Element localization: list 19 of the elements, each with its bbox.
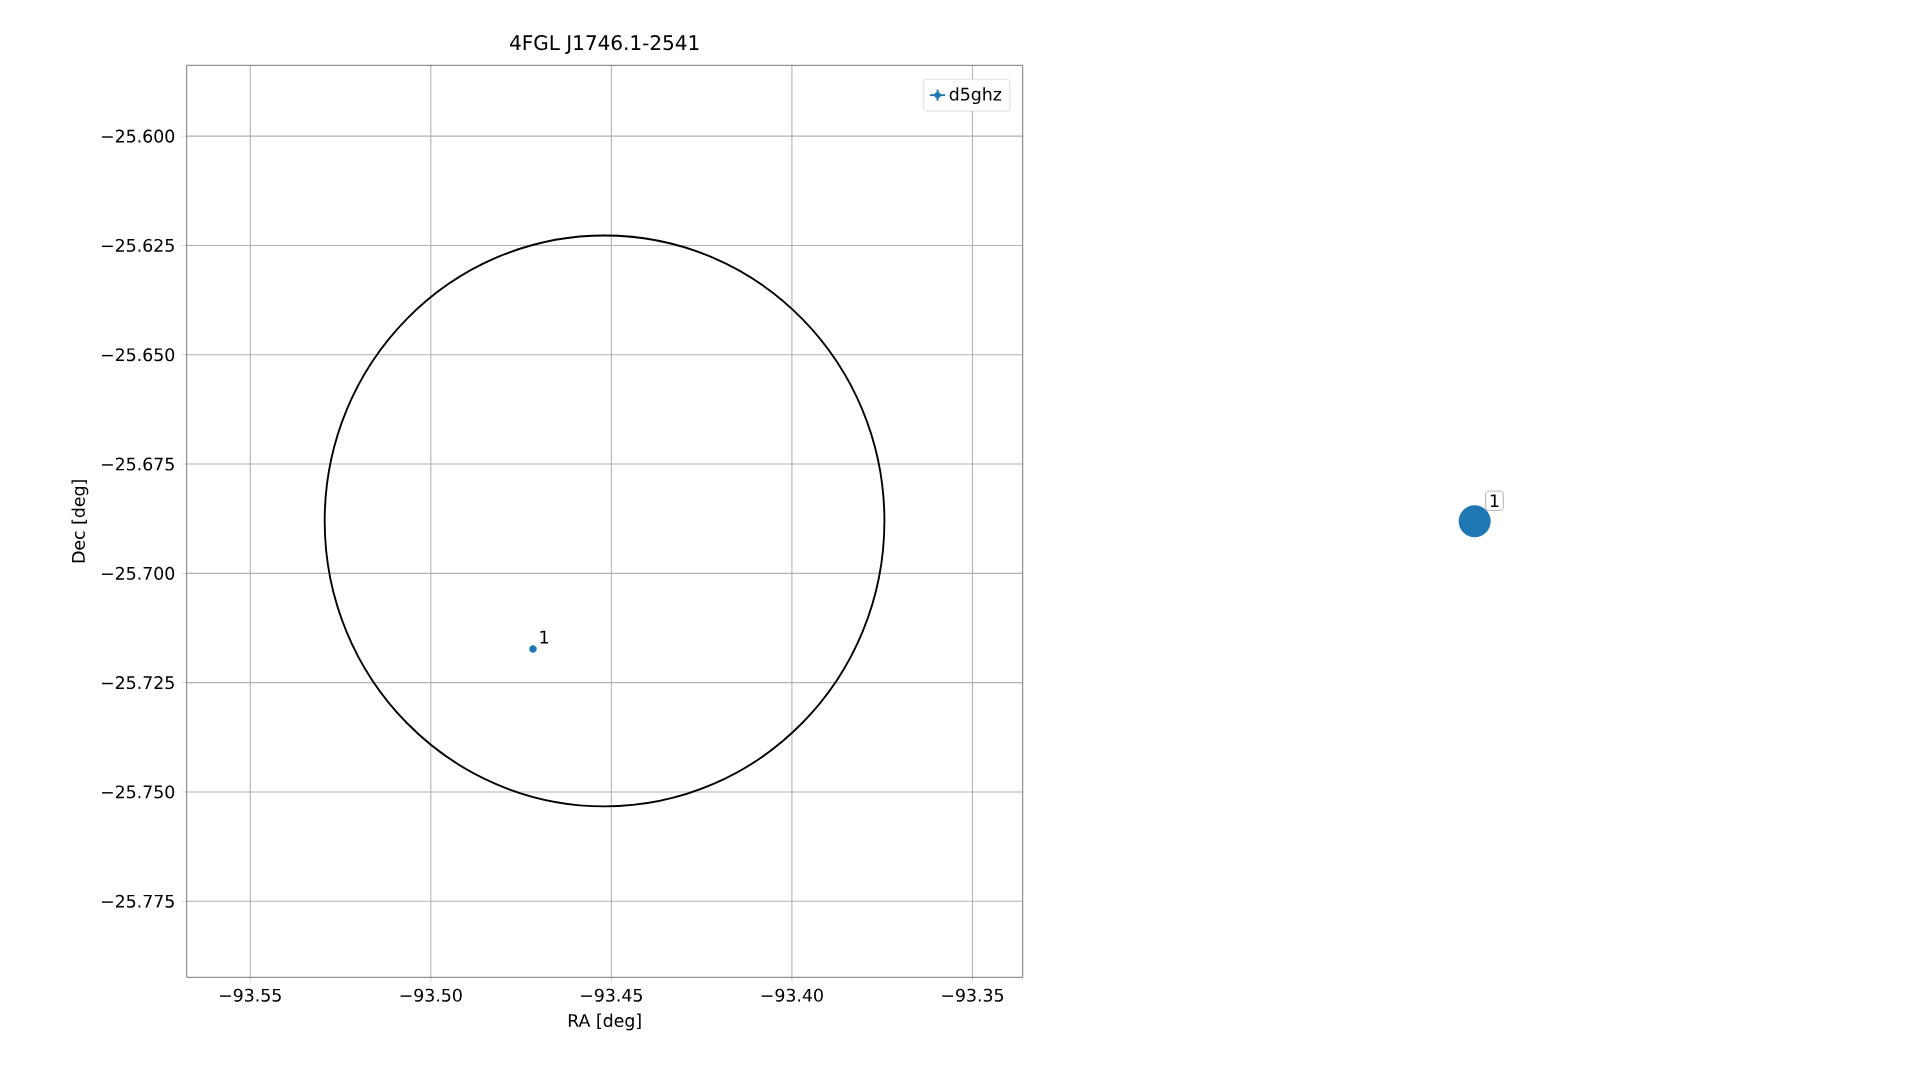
- annotation: 1: [540, 630, 549, 644]
- x-tick-label: −93.55: [220, 988, 281, 1002]
- y-axis-title: Dec [deg]: [71, 480, 89, 563]
- y-tick-label: −25.725: [101, 676, 174, 690]
- y-tick-label: −25.750: [101, 785, 175, 799]
- legend-label: d5ghz: [949, 87, 1002, 105]
- y-tick-label: −25.650: [101, 348, 175, 362]
- y-tick-label: −25.600: [101, 129, 175, 143]
- chart-title: 4FGL J1746.1-2541: [510, 35, 699, 54]
- text: 1: [1490, 494, 1499, 508]
- y-tick-label: −25.675: [101, 457, 174, 471]
- x-tick-label: −93.50: [400, 988, 462, 1002]
- y-tick-label: −25.775: [101, 894, 174, 908]
- x-tick-label: −93.45: [581, 988, 642, 1002]
- x-axis-title: RA [deg]: [568, 1013, 641, 1031]
- y-tick-label: −25.700: [101, 566, 175, 580]
- y-tick-label: −25.625: [101, 238, 174, 252]
- x-tick-label: −93.40: [761, 988, 823, 1002]
- x-tick-label: −93.35: [942, 988, 1004, 1002]
